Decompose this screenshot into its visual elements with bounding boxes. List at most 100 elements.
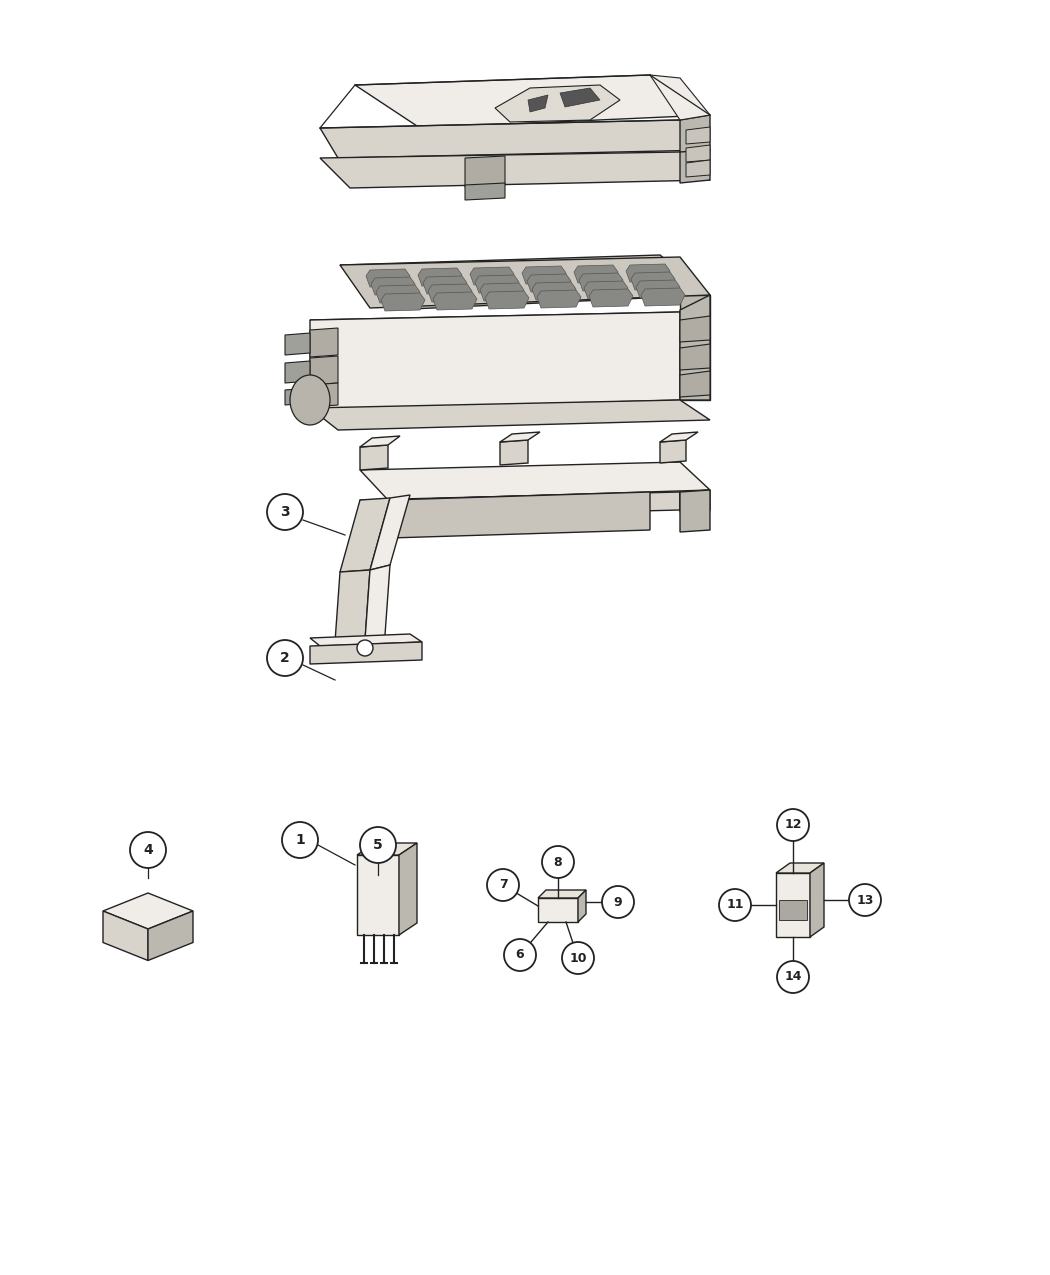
Circle shape xyxy=(777,810,808,842)
Polygon shape xyxy=(660,440,686,463)
Polygon shape xyxy=(680,344,710,370)
Text: 3: 3 xyxy=(280,505,290,519)
Polygon shape xyxy=(285,361,310,382)
Polygon shape xyxy=(310,312,710,348)
Circle shape xyxy=(267,640,303,676)
Text: 4: 4 xyxy=(143,843,153,857)
Polygon shape xyxy=(560,88,600,107)
Polygon shape xyxy=(500,440,528,465)
Polygon shape xyxy=(626,264,670,282)
Polygon shape xyxy=(310,643,422,664)
Polygon shape xyxy=(538,890,586,898)
Circle shape xyxy=(487,870,519,901)
Circle shape xyxy=(562,942,594,974)
Polygon shape xyxy=(357,856,399,935)
Polygon shape xyxy=(320,120,710,158)
Circle shape xyxy=(542,847,574,878)
Polygon shape xyxy=(340,255,710,310)
Polygon shape xyxy=(527,274,571,292)
Polygon shape xyxy=(485,291,529,309)
Circle shape xyxy=(602,886,634,918)
Polygon shape xyxy=(680,295,710,400)
Polygon shape xyxy=(810,863,824,937)
Polygon shape xyxy=(376,286,420,303)
Polygon shape xyxy=(495,85,620,122)
Polygon shape xyxy=(433,292,477,310)
Polygon shape xyxy=(360,492,680,518)
Text: 2: 2 xyxy=(280,652,290,666)
Text: 11: 11 xyxy=(727,899,743,912)
Polygon shape xyxy=(365,565,390,640)
Polygon shape xyxy=(650,75,710,120)
Polygon shape xyxy=(660,432,698,442)
Polygon shape xyxy=(355,75,710,128)
Polygon shape xyxy=(686,128,710,144)
Polygon shape xyxy=(381,293,425,311)
Polygon shape xyxy=(631,272,675,289)
Polygon shape xyxy=(285,333,310,354)
Polygon shape xyxy=(423,275,467,295)
Polygon shape xyxy=(340,258,710,309)
Circle shape xyxy=(777,961,808,993)
Polygon shape xyxy=(285,388,310,405)
Polygon shape xyxy=(574,265,618,283)
Polygon shape xyxy=(335,570,370,643)
Polygon shape xyxy=(103,892,193,929)
Polygon shape xyxy=(589,289,633,307)
Polygon shape xyxy=(357,843,417,856)
Circle shape xyxy=(719,889,751,921)
Polygon shape xyxy=(528,96,548,112)
Polygon shape xyxy=(686,145,710,162)
Text: 7: 7 xyxy=(499,878,507,891)
Polygon shape xyxy=(103,912,148,960)
Circle shape xyxy=(357,640,373,657)
Polygon shape xyxy=(310,312,680,411)
Polygon shape xyxy=(686,159,710,177)
Polygon shape xyxy=(470,266,514,286)
Polygon shape xyxy=(310,400,710,430)
Polygon shape xyxy=(366,269,410,287)
Text: 10: 10 xyxy=(569,951,587,964)
Polygon shape xyxy=(465,156,505,187)
Polygon shape xyxy=(399,843,417,935)
Circle shape xyxy=(130,833,166,868)
Polygon shape xyxy=(538,898,578,922)
Polygon shape xyxy=(636,280,680,298)
Polygon shape xyxy=(584,280,628,300)
Polygon shape xyxy=(465,184,505,200)
Polygon shape xyxy=(390,492,650,538)
Text: 5: 5 xyxy=(373,838,383,852)
Polygon shape xyxy=(680,150,710,184)
Polygon shape xyxy=(371,277,415,295)
Polygon shape xyxy=(418,268,462,286)
Polygon shape xyxy=(310,634,422,646)
Text: 14: 14 xyxy=(784,970,802,983)
Polygon shape xyxy=(340,499,390,572)
Text: 8: 8 xyxy=(553,856,563,868)
Circle shape xyxy=(267,493,303,530)
Polygon shape xyxy=(522,266,566,284)
Circle shape xyxy=(282,822,318,858)
Circle shape xyxy=(504,938,536,972)
Polygon shape xyxy=(148,912,193,960)
Text: 12: 12 xyxy=(784,819,802,831)
Polygon shape xyxy=(480,283,524,301)
Polygon shape xyxy=(320,152,710,187)
Polygon shape xyxy=(680,490,710,513)
Circle shape xyxy=(360,827,396,863)
Polygon shape xyxy=(680,316,710,342)
Polygon shape xyxy=(360,445,388,470)
Text: 1: 1 xyxy=(295,833,304,847)
Polygon shape xyxy=(360,436,400,448)
Polygon shape xyxy=(578,890,586,922)
Polygon shape xyxy=(310,356,338,385)
Polygon shape xyxy=(428,284,472,302)
Polygon shape xyxy=(475,275,519,293)
Polygon shape xyxy=(360,462,710,500)
Polygon shape xyxy=(579,273,623,291)
Polygon shape xyxy=(680,295,710,400)
Polygon shape xyxy=(776,863,824,873)
Polygon shape xyxy=(680,490,710,532)
Text: 9: 9 xyxy=(613,895,623,909)
Text: 13: 13 xyxy=(857,894,874,907)
